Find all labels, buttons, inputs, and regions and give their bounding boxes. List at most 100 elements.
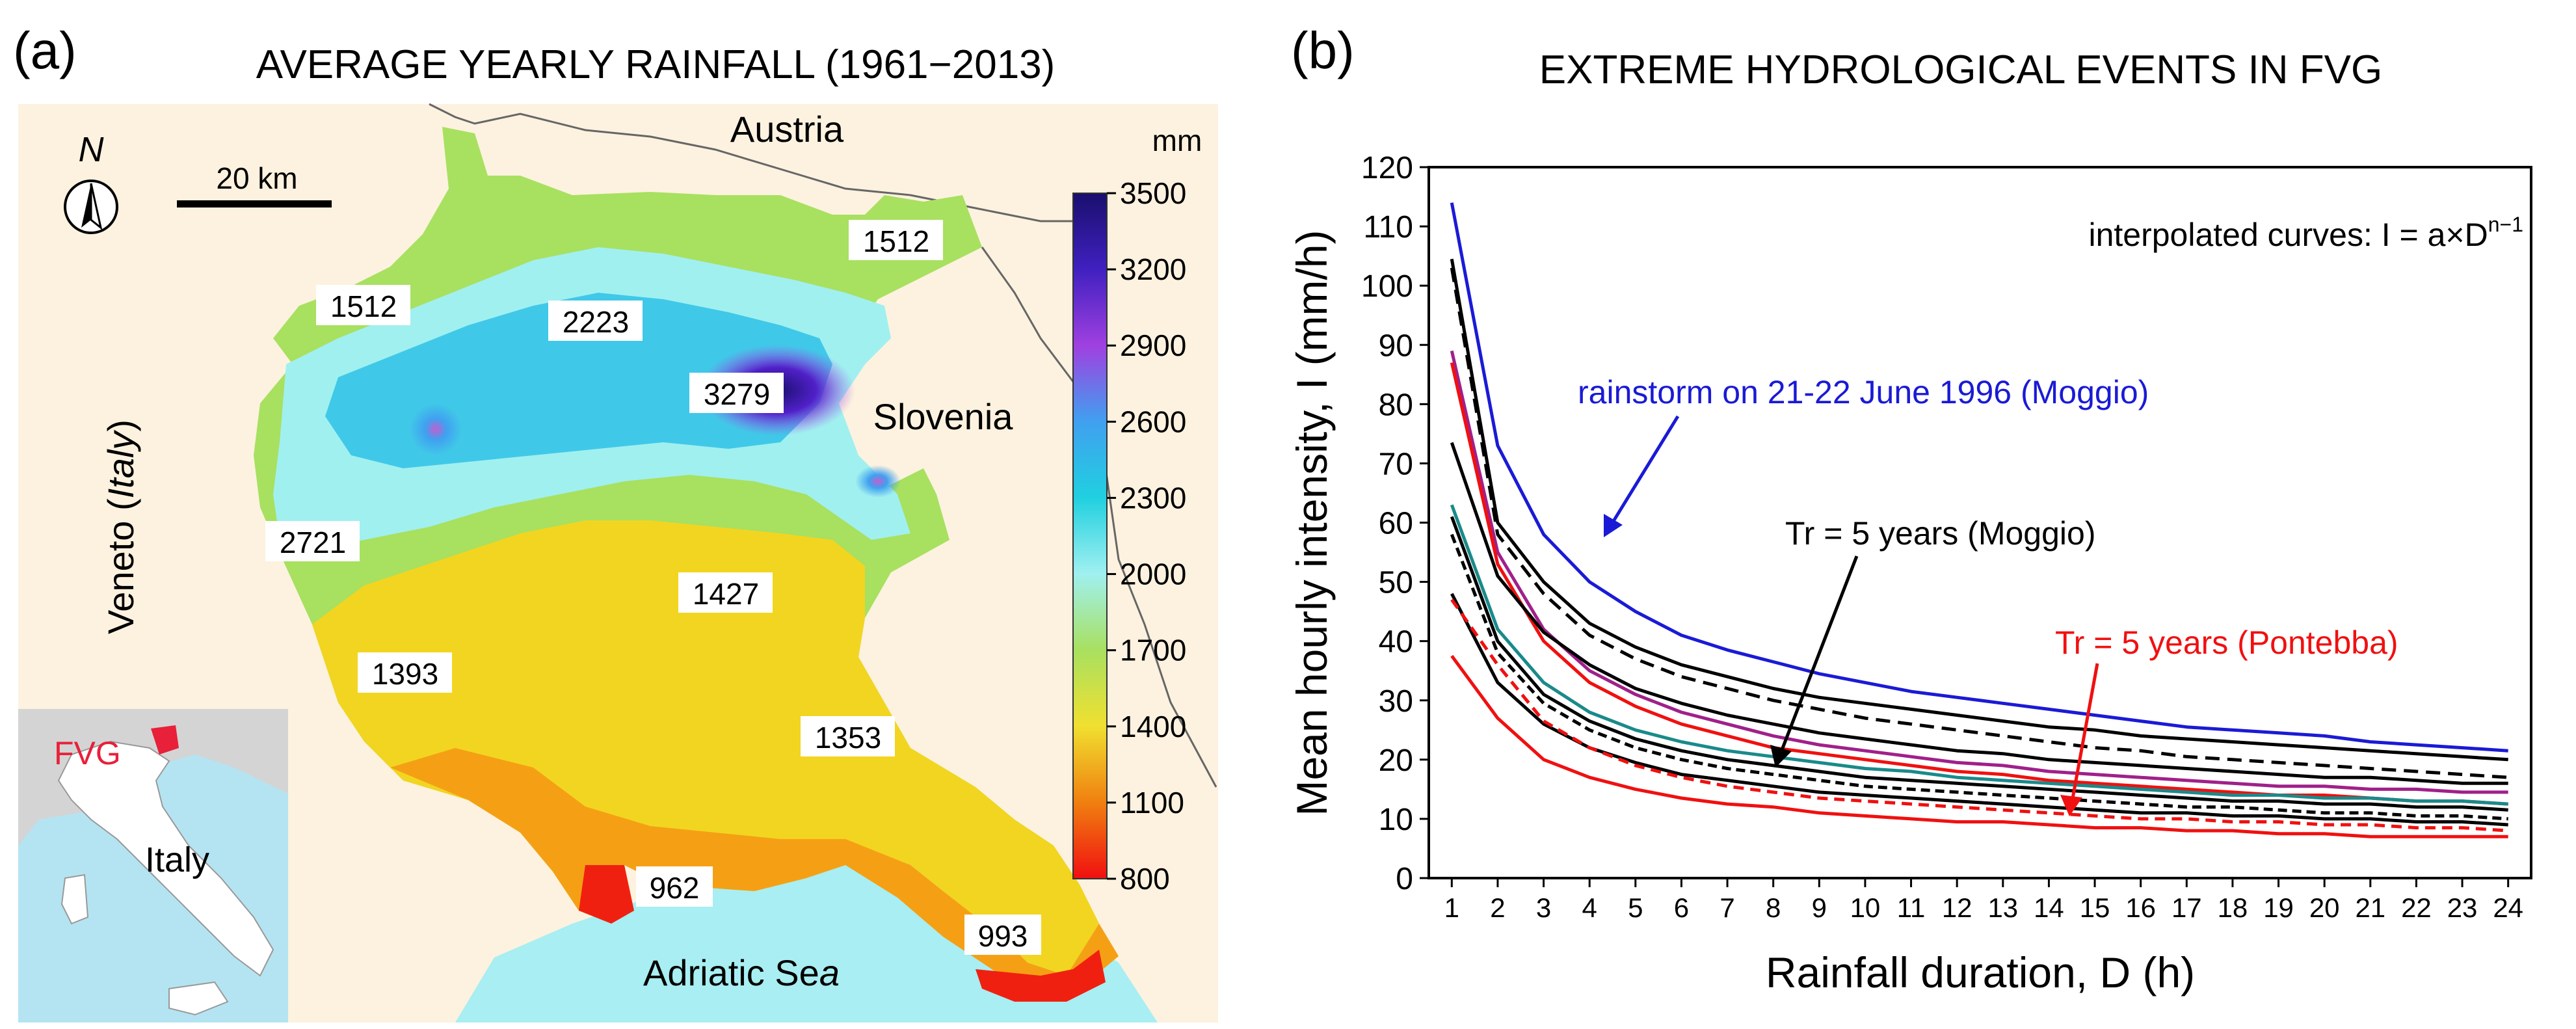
x-tick-label: 7 <box>1720 892 1734 923</box>
y-tick-label: 10 <box>1379 803 1413 837</box>
x-tick-label: 8 <box>1766 892 1781 923</box>
x-tick-label: 18 <box>2218 892 2248 923</box>
x-tick-label: 23 <box>2447 892 2478 923</box>
series-line-12 <box>1450 654 2508 838</box>
border-austria <box>429 103 1073 222</box>
x-tick-label: 15 <box>2080 892 2110 923</box>
svg-text:2223: 2223 <box>563 305 629 339</box>
label-slovenia: Slovenia <box>873 396 1014 437</box>
arrow-rainstorm <box>1610 415 1680 526</box>
y-tick-label: 80 <box>1379 388 1413 422</box>
series-line-7 <box>1450 504 2508 806</box>
x-tick-label: 21 <box>2355 892 2385 923</box>
svg-text:3279: 3279 <box>704 377 770 411</box>
y-tick-label: 100 <box>1361 269 1413 304</box>
colorbar-tick-label: 2300 <box>1120 481 1186 514</box>
y-tick-label: 120 <box>1361 151 1413 185</box>
north-arrow: N <box>64 130 118 234</box>
colorbar-tick-label: 3500 <box>1120 176 1186 210</box>
x-tick-label: 17 <box>2171 892 2202 923</box>
map-area: N 20 km Austria Slovenia Veneto (Italy) … <box>18 103 1218 1022</box>
label-adriatic-sea: Adriatic Sea <box>643 952 840 993</box>
scale-bar: 20 km <box>177 161 332 207</box>
label-veneto: Veneto (Italy) <box>100 420 141 634</box>
inset-fvg-highlight <box>151 725 179 755</box>
colorbar-tick-label: 800 <box>1120 862 1170 896</box>
svg-text:1353: 1353 <box>815 721 881 755</box>
series-line-1 <box>1450 202 2508 753</box>
colorbar-ticks: 3500 3200 2900 2600 2300 2000 1700 1400 1100 800 <box>1107 176 1186 896</box>
inset-sardinia <box>60 874 89 925</box>
value-label: 962 <box>636 866 713 907</box>
y-axis-label: Mean hourly intensity, I (mm/h) <box>1288 230 1336 816</box>
panel-b: (b) EXTREME HYDROLOGICAL EVENTS IN FVG 0… <box>1288 21 2532 996</box>
y-tick-label: 0 <box>1396 862 1413 896</box>
rainfall-spot-west <box>410 403 462 455</box>
y-tick-label: 20 <box>1379 743 1413 778</box>
y-tick-label: 40 <box>1379 625 1413 660</box>
rainfall-zone-red <box>579 865 1106 1002</box>
y-tick-label: 60 <box>1379 507 1413 541</box>
x-tick-label: 12 <box>1942 892 1972 923</box>
annotation-arrows <box>1604 415 2099 816</box>
x-tick-label: 16 <box>2125 892 2156 923</box>
x-tick-label: 5 <box>1628 892 1643 923</box>
inset-sicily <box>168 981 229 1016</box>
series-line-9 <box>1450 533 2508 821</box>
value-label: 1393 <box>358 652 452 693</box>
y-tick-label: 70 <box>1379 447 1413 481</box>
inset-sea <box>18 755 288 1022</box>
svg-text:1393: 1393 <box>372 657 438 691</box>
colorbar: mm 3500 3200 2900 2600 2300 2000 1700 1400 1100 8… <box>1072 124 1202 896</box>
svg-text:993: 993 <box>978 919 1028 953</box>
svg-text:1427: 1427 <box>693 577 759 611</box>
y-tick-label: 90 <box>1379 328 1413 363</box>
colorbar-tick-label: 2900 <box>1120 328 1186 362</box>
rainfall-value-labels: 1512 1512 2223 3279 2721 1427 1393 1353 … <box>265 220 1041 955</box>
x-tick-label: 22 <box>2401 892 2432 923</box>
value-label: 993 <box>964 915 1041 955</box>
colorbar-tick-label: 2000 <box>1120 557 1186 591</box>
colorbar-tick-label: 3200 <box>1120 252 1186 286</box>
compass-needle <box>81 183 91 228</box>
series-line-3 <box>1450 267 2508 779</box>
x-tick-label: 4 <box>1582 892 1597 923</box>
formula-annotation: interpolated curves: I = a×Dn−1 <box>2088 213 2523 253</box>
value-label: 1353 <box>801 716 895 756</box>
north-letter: N <box>79 130 105 169</box>
svg-text:1512: 1512 <box>863 224 929 258</box>
y-tick-label: 50 <box>1379 566 1413 600</box>
series-line-4 <box>1450 350 2508 794</box>
x-tick-label: 6 <box>1674 892 1689 923</box>
series-line-5 <box>1450 362 2508 806</box>
colorbar-tick-label: 1100 <box>1120 786 1184 820</box>
colorbar-tick-label: 2600 <box>1120 405 1186 438</box>
arrow-tr-pontebba <box>2070 663 2099 803</box>
x-axis-label: Rainfall duration, D (h) <box>1766 948 2195 996</box>
x-tick-label: 13 <box>1987 892 2018 923</box>
rainstorm-annotation: rainstorm on 21-22 June 1996 (Moggio) <box>1578 374 2149 410</box>
x-tick-label: 3 <box>1536 892 1551 923</box>
series-line-2 <box>1450 258 2508 762</box>
x-tick-label: 10 <box>1850 892 1881 923</box>
x-tick-label: 14 <box>2034 892 2064 923</box>
x-tick-label: 9 <box>1812 892 1827 923</box>
inset-label-fvg: FVG <box>54 735 121 771</box>
inset-label-italy: Italy <box>145 840 209 879</box>
y-axis-ticks: 0 10 20 30 40 50 60 70 80 90 100 110 120 <box>1361 151 1429 896</box>
colorbar-tick-label: 1400 <box>1120 710 1186 743</box>
rainfall-zone-orange <box>390 748 1119 989</box>
arrow-tr-moggio <box>1779 555 1859 754</box>
tr-pontebba-annotation: Tr = 5 years (Pontebba) <box>2055 624 2398 661</box>
scale-line <box>177 200 332 207</box>
inset-map: FVG Italy <box>18 709 288 1022</box>
svg-text:1512: 1512 <box>330 289 397 323</box>
y-tick-label: 110 <box>1363 210 1413 245</box>
svg-text:962: 962 <box>650 871 700 905</box>
colorbar-unit: mm <box>1152 124 1202 157</box>
value-label: 2721 <box>265 521 360 561</box>
value-label: 1427 <box>678 572 773 613</box>
scale-label: 20 km <box>216 161 297 195</box>
